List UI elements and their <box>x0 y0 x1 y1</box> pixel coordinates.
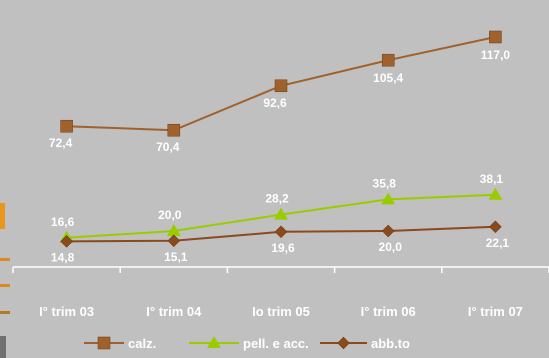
side-accent-gray <box>0 336 6 358</box>
x-axis: I° trim 03 I° trim 04 Io trim 05 I° trim 06… <box>12 266 549 319</box>
data-point <box>60 119 73 133</box>
side-accent-line-2 <box>0 284 10 287</box>
data-label: 28,2 <box>265 192 289 206</box>
data-label: 92,6 <box>263 96 287 110</box>
series-2 <box>60 220 502 248</box>
data-point <box>381 224 395 238</box>
legend: calz. pell. e acc. abb.to <box>84 336 410 351</box>
legend-entry-0: calz. <box>84 336 156 351</box>
data-label: 16,6 <box>51 215 75 229</box>
legend-label: abb.to <box>371 336 410 351</box>
data-point <box>166 224 181 236</box>
data-label: 20,0 <box>158 208 182 222</box>
data-point <box>167 123 181 137</box>
data-point <box>381 192 396 205</box>
series-0 <box>60 30 502 137</box>
data-label: 15,1 <box>164 250 188 264</box>
data-label: 70,4 <box>156 140 180 154</box>
data-label: 117,0 <box>481 48 511 62</box>
data-point <box>381 53 395 67</box>
data-label: 105,4 <box>373 71 403 85</box>
legend-marker <box>97 336 111 350</box>
x-tick-label: Io trim 05 <box>252 304 310 319</box>
legend-label: calz. <box>128 336 156 351</box>
legend-entry-2: abb.to <box>320 336 410 351</box>
x-tick-label: I° trim 07 <box>468 304 523 319</box>
series-layer <box>59 30 503 248</box>
x-tick-label: I° trim 06 <box>361 304 416 319</box>
data-point <box>60 235 73 248</box>
data-label: 38,1 <box>480 172 504 186</box>
data-point <box>167 234 181 248</box>
data-point <box>489 30 502 44</box>
data-point <box>274 79 288 93</box>
side-accent-orange <box>0 203 5 229</box>
side-accent-line-1 <box>0 258 10 261</box>
data-label: 35,8 <box>373 176 397 190</box>
legend-marker <box>207 336 221 348</box>
data-point <box>274 207 288 220</box>
data-label: 19,6 <box>271 241 295 255</box>
x-tick-label: I° trim 03 <box>39 304 94 319</box>
data-point <box>488 187 503 200</box>
legend-label: pell. e acc. <box>243 336 309 351</box>
data-label: 22,1 <box>486 236 510 250</box>
data-label: 20,0 <box>379 240 403 254</box>
data-label: 72,4 <box>49 136 73 150</box>
side-accent-line-3 <box>0 311 10 314</box>
x-tick-label: I° trim 04 <box>146 304 202 319</box>
data-point <box>489 220 502 234</box>
legend-marker <box>337 336 350 350</box>
data-point <box>274 225 288 239</box>
data-labels: 72,4 70,4 92,6 105,4 117,0 16,6 20,0 28,2 35,8 38… <box>49 48 510 264</box>
legend-entry-1: pell. e acc. <box>189 336 309 351</box>
data-label: 14,8 <box>51 250 75 264</box>
